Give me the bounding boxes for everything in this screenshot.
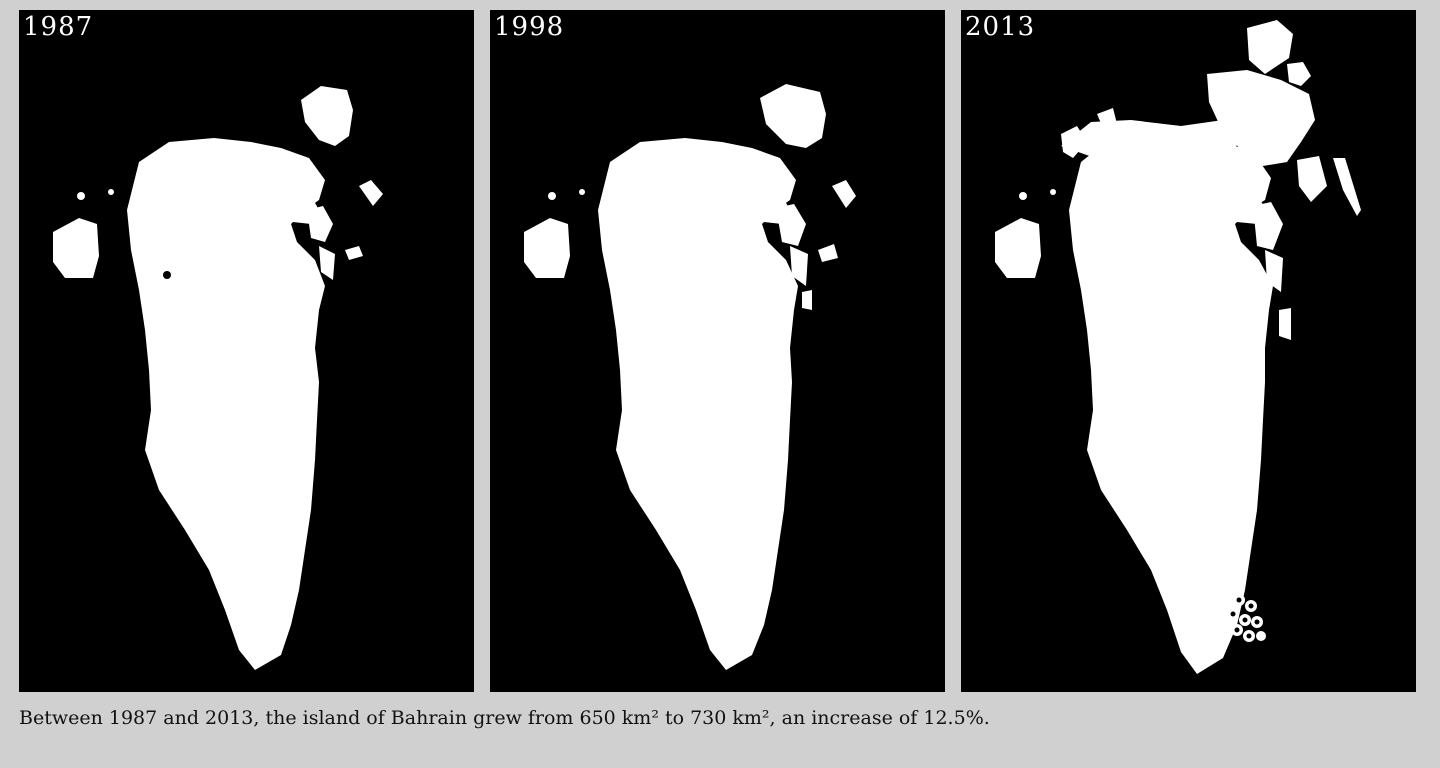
year-label-1987: 1987	[23, 12, 94, 42]
map-panel-1998: 1998	[490, 10, 945, 692]
map-panel-1987: 1987	[19, 10, 474, 692]
bahrain-map-1998	[524, 84, 856, 670]
map-panel-2013: 2013	[961, 10, 1416, 692]
year-label-1998: 1998	[494, 12, 565, 42]
figure-caption: Between 1987 and 2013, the island of Bah…	[19, 707, 990, 729]
year-label-2013: 2013	[965, 12, 1036, 42]
bahrain-map-1987	[53, 86, 383, 670]
bahrain-map-2013	[995, 20, 1361, 674]
